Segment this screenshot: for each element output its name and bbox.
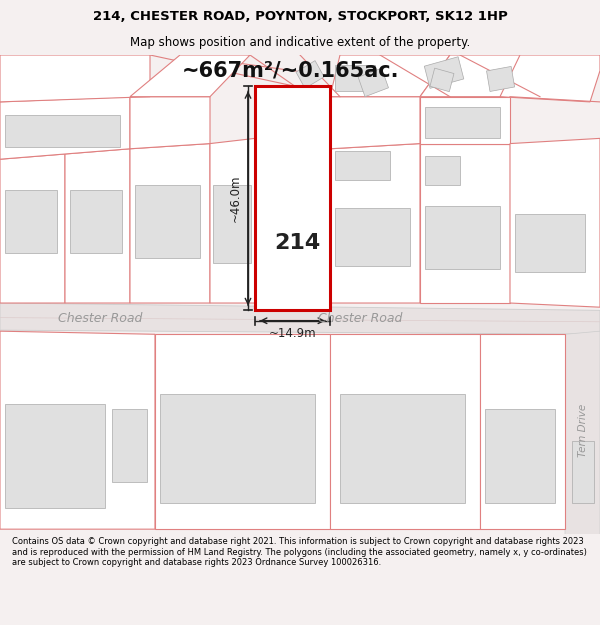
Polygon shape	[130, 55, 250, 97]
Bar	[358, 68, 388, 97]
Polygon shape	[210, 138, 255, 303]
Bar	[112, 409, 147, 482]
Polygon shape	[130, 144, 210, 303]
Bar	[430, 68, 454, 92]
Polygon shape	[0, 331, 155, 529]
Bar	[5, 191, 57, 253]
Bar	[425, 156, 460, 185]
Polygon shape	[330, 55, 450, 97]
Polygon shape	[0, 154, 65, 303]
Bar	[485, 409, 555, 503]
Bar	[5, 404, 105, 508]
Text: Tern Drive: Tern Drive	[578, 404, 588, 457]
Polygon shape	[420, 55, 540, 97]
Polygon shape	[0, 303, 600, 334]
Bar	[335, 208, 410, 266]
Polygon shape	[0, 97, 130, 159]
Bar	[296, 61, 324, 88]
Polygon shape	[0, 55, 150, 102]
Text: Chester Road: Chester Road	[318, 312, 402, 325]
Text: 214, CHESTER ROAD, POYNTON, STOCKPORT, SK12 1HP: 214, CHESTER ROAD, POYNTON, STOCKPORT, S…	[92, 10, 508, 23]
Polygon shape	[500, 55, 600, 102]
Polygon shape	[510, 138, 600, 308]
Polygon shape	[420, 97, 510, 144]
Bar	[572, 441, 594, 503]
Bar	[487, 66, 515, 91]
Bar	[5, 116, 120, 147]
Polygon shape	[420, 144, 510, 303]
Polygon shape	[330, 334, 480, 529]
Bar	[515, 214, 585, 272]
Polygon shape	[330, 144, 420, 303]
Bar	[213, 185, 251, 263]
Polygon shape	[155, 334, 330, 529]
Bar	[335, 151, 390, 180]
Text: Contains OS data © Crown copyright and database right 2021. This information is : Contains OS data © Crown copyright and d…	[12, 538, 587, 568]
Polygon shape	[65, 149, 130, 303]
Bar	[70, 191, 122, 253]
Bar	[255, 86, 330, 311]
Polygon shape	[130, 97, 210, 149]
Polygon shape	[565, 331, 600, 534]
Text: Chester Road: Chester Road	[58, 312, 142, 325]
Text: ~14.9m: ~14.9m	[269, 327, 316, 340]
Bar	[425, 107, 500, 138]
Polygon shape	[330, 97, 420, 149]
Text: ~46.0m: ~46.0m	[229, 174, 242, 222]
Bar	[425, 206, 500, 269]
Text: ~667m²/~0.165ac.: ~667m²/~0.165ac.	[181, 61, 399, 81]
Bar	[135, 185, 200, 258]
Bar	[424, 57, 464, 88]
Bar	[340, 394, 465, 503]
Polygon shape	[480, 334, 565, 529]
Bar	[160, 394, 315, 503]
Text: Map shows position and indicative extent of the property.: Map shows position and indicative extent…	[130, 36, 470, 49]
Bar	[335, 66, 375, 91]
Text: 214: 214	[274, 233, 320, 253]
